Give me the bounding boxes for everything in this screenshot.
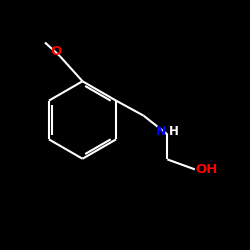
Text: O: O — [50, 45, 61, 58]
Text: H: H — [168, 125, 178, 138]
Text: OH: OH — [196, 163, 218, 176]
Text: N: N — [156, 125, 166, 138]
